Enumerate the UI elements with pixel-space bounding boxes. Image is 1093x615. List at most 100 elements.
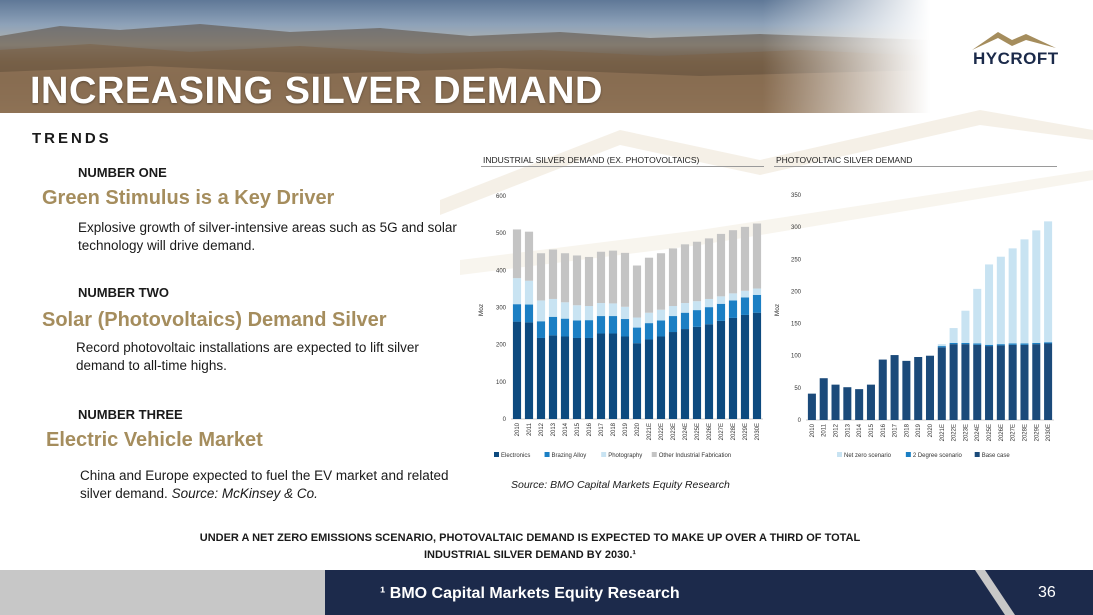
chart-title-rule-industrial xyxy=(481,166,764,167)
bar-segment xyxy=(560,336,570,419)
legend-label: Net zero scenario xyxy=(844,453,892,459)
bar-segment xyxy=(902,360,911,420)
y-tick-label: 500 xyxy=(496,231,507,237)
bar-segment xyxy=(855,389,864,420)
x-tick-label: 2029E xyxy=(743,423,749,440)
bar-segment xyxy=(1032,230,1041,343)
bar-segment xyxy=(680,244,690,304)
legend-label: 2 Degree scenario xyxy=(913,453,963,459)
bar-segment xyxy=(949,344,958,420)
legend-swatch xyxy=(974,452,980,457)
bar-segment xyxy=(644,339,654,419)
bar-segment xyxy=(524,280,534,305)
bar-segment xyxy=(1044,221,1053,343)
legend-swatch xyxy=(905,452,911,457)
x-tick-label: 2022E xyxy=(659,423,665,440)
y-tick-label: 100 xyxy=(791,354,802,360)
bar-segment xyxy=(1008,248,1017,344)
y-tick-label: 600 xyxy=(496,194,507,200)
x-tick-label: 2012 xyxy=(539,422,545,436)
bar-segment xyxy=(740,226,750,291)
x-tick-label: 2010 xyxy=(810,423,816,437)
bar-segment xyxy=(560,253,570,303)
bar-segment xyxy=(740,290,750,298)
company-logo-text: HYCROFT xyxy=(973,49,1059,68)
y-tick-label: 300 xyxy=(791,225,802,231)
y-tick-label: 150 xyxy=(791,322,802,328)
bar-segment xyxy=(644,323,654,340)
bar-segment xyxy=(961,344,970,420)
legend-label: Base case xyxy=(982,453,1011,459)
bar-segment xyxy=(985,346,994,420)
summary-note: UNDER A NET ZERO EMISSIONS SCENARIO, PHO… xyxy=(199,532,861,561)
bar-segment xyxy=(608,316,618,334)
bar-segment xyxy=(692,310,702,327)
bar-segment xyxy=(620,336,630,419)
y-tick-label: 350 xyxy=(791,193,802,199)
bar-segment xyxy=(740,314,750,419)
bar-segment xyxy=(536,337,546,419)
x-tick-label: 2015 xyxy=(575,422,581,436)
legend-swatch xyxy=(544,452,550,457)
bar-segment xyxy=(668,316,678,333)
x-tick-label: 2018 xyxy=(611,422,617,436)
x-tick-label: 2020 xyxy=(928,423,934,437)
bar-segment xyxy=(1044,343,1053,420)
bar-segment xyxy=(819,378,828,420)
bar-segment xyxy=(584,306,594,321)
bar-segment xyxy=(704,324,714,419)
x-tick-label: 2011 xyxy=(527,422,533,436)
legend-swatch xyxy=(494,452,499,457)
item-number-3: NUMBER THREE xyxy=(78,407,183,422)
bar-segment xyxy=(949,342,958,345)
bar-segment xyxy=(890,355,899,420)
bar-segment xyxy=(831,384,840,420)
bar-segment xyxy=(548,316,558,336)
bar-segment xyxy=(512,278,522,305)
y-tick-label: 50 xyxy=(794,386,801,392)
bar-segment xyxy=(752,294,762,313)
landscape-illustration xyxy=(0,0,930,113)
bar-segment xyxy=(596,251,606,304)
bar-segment xyxy=(1032,342,1041,345)
bar-segment xyxy=(716,296,726,304)
bar-segment xyxy=(914,357,923,420)
bar-segment xyxy=(608,303,618,317)
bar-segment xyxy=(632,317,642,328)
bar-segment xyxy=(692,326,702,419)
bar-segment xyxy=(680,312,690,330)
bar-segment xyxy=(937,346,946,348)
x-tick-label: 2029E xyxy=(1034,424,1040,441)
footer-citation: ¹ BMO Capital Markets Equity Research xyxy=(380,585,680,602)
bar-segment xyxy=(644,257,654,313)
bar-segment xyxy=(668,332,678,419)
bar-segment xyxy=(656,320,666,337)
bar-segment xyxy=(692,301,702,311)
bar-segment xyxy=(512,229,522,279)
bar-segment xyxy=(536,253,546,301)
x-tick-label: 2024E xyxy=(975,424,981,441)
x-tick-label: 2026E xyxy=(707,423,713,440)
legend-label: Electronics xyxy=(501,453,530,459)
bar-segment xyxy=(596,316,606,334)
x-tick-label: 2019 xyxy=(916,423,922,437)
page-title: INCREASING SILVER DEMAND xyxy=(30,70,603,112)
x-tick-label: 2016 xyxy=(881,423,887,437)
bar-segment xyxy=(949,328,958,343)
y-axis-label: Moz xyxy=(774,304,781,316)
bar-segment xyxy=(656,336,666,419)
x-tick-label: 2023E xyxy=(671,423,677,440)
x-tick-label: 2012 xyxy=(834,423,840,437)
bar-segment xyxy=(843,387,852,420)
bar-segment xyxy=(560,318,570,337)
bar-segment xyxy=(596,333,606,419)
bar-segment xyxy=(878,359,887,420)
bar-segment xyxy=(524,304,534,323)
x-tick-label: 2028E xyxy=(1022,424,1028,441)
chart-source: Source: BMO Capital Markets Equity Resea… xyxy=(511,479,730,491)
bar-segment xyxy=(996,344,1005,346)
bar-segment xyxy=(596,303,606,317)
x-tick-label: 2013 xyxy=(551,422,557,436)
legend-label: Photography xyxy=(608,453,642,459)
bar-segment xyxy=(572,320,582,338)
